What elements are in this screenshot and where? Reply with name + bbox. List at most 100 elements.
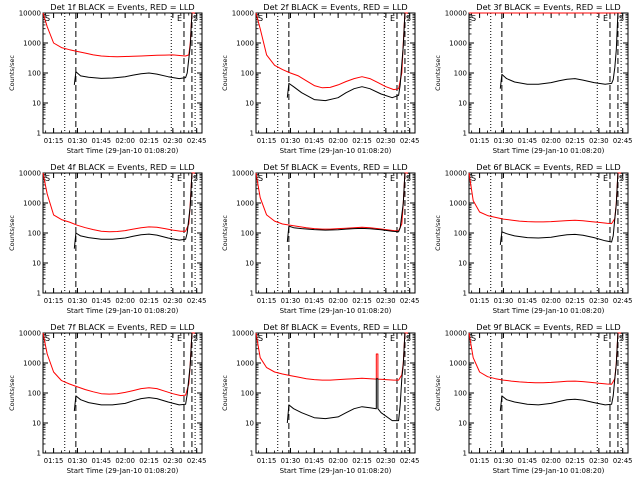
x-tick-label: 02:45	[400, 297, 420, 305]
x-tick-label: 01:15	[470, 457, 490, 465]
corner-label-start-2: S	[619, 14, 624, 23]
y-tick-label: 10	[32, 420, 41, 428]
x-tick-label: 02:00	[541, 297, 561, 305]
panel-4: Det 4f BLACK = Events, RED = LLD Counts/s…	[8, 162, 206, 315]
y-tick-label: 100	[241, 390, 254, 398]
series-events-line	[286, 332, 406, 424]
y-axis-label: Counts/sec	[8, 55, 16, 91]
series-events-line	[499, 332, 619, 412]
y-tick-label: 10	[458, 100, 467, 108]
y-tick-label: 10000	[232, 170, 254, 178]
x-tick-label: 02:15	[565, 137, 585, 145]
chart-title: Det 3f BLACK = Events, RED = LLD	[476, 2, 620, 12]
y-tick-label: 10000	[232, 330, 254, 338]
plot-frame	[255, 332, 416, 454]
x-tick-label: 01:45	[92, 457, 112, 465]
series-lld-line	[255, 332, 409, 381]
plot-frame	[468, 332, 629, 454]
x-tick-label: 02:00	[328, 457, 348, 465]
series-events-line	[73, 332, 193, 412]
y-tick-label: 100	[454, 390, 467, 398]
x-tick-label: 02:15	[565, 457, 585, 465]
y-tick-label: 10	[245, 420, 254, 428]
y-tick-label: 1	[463, 290, 467, 298]
x-tick-label: 02:45	[613, 457, 633, 465]
x-tick-label: 01:45	[305, 297, 325, 305]
x-tick-label: 01:30	[281, 137, 301, 145]
panel-7: Det 7f BLACK = Events, RED = LLD Counts/s…	[8, 322, 206, 475]
y-tick-label: 1000	[449, 40, 467, 48]
series-lld-line	[42, 172, 196, 233]
chart-title: Det 8f BLACK = Events, RED = LLD	[263, 322, 407, 332]
y-axis-label: Counts/sec	[221, 215, 229, 251]
y-axis-label: Counts/sec	[434, 215, 442, 251]
y-tick-label: 1000	[236, 200, 254, 208]
y-tick-label: 10	[245, 100, 254, 108]
x-axis-label: Start Time (29-Jan-10 01:08:20)	[493, 307, 605, 315]
x-tick-label: 02:30	[376, 297, 396, 305]
corner-label-start: S	[45, 334, 50, 343]
plot-frame	[42, 172, 203, 294]
series-lld-line	[255, 172, 409, 232]
x-axis-label: Start Time (29-Jan-10 01:08:20)	[67, 147, 179, 155]
x-tick-label: 02:15	[139, 297, 159, 305]
series-lld-line	[468, 332, 622, 385]
x-tick-label: 02:30	[376, 457, 396, 465]
y-tick-label: 100	[241, 230, 254, 238]
corner-label-start-2: S	[193, 14, 198, 23]
y-tick-label: 10	[458, 420, 467, 428]
x-tick-label: 01:15	[257, 457, 277, 465]
chart-title: Det 9f BLACK = Events, RED = LLD	[476, 322, 620, 332]
series-lld-line	[468, 172, 622, 225]
y-tick-label: 10	[245, 260, 254, 268]
x-tick-label: 01:45	[305, 137, 325, 145]
corner-label-start: S	[258, 174, 263, 183]
plot-frame	[468, 172, 629, 294]
x-tick-label: 02:45	[400, 457, 420, 465]
series-lld-line	[42, 332, 196, 397]
series-events-line	[286, 12, 406, 102]
corner-label-end: E	[603, 14, 608, 23]
corner-label-start-2: S	[619, 174, 624, 183]
plot-frame	[468, 12, 629, 134]
series-events-line	[73, 12, 193, 85]
corner-label-start-2: S	[193, 334, 198, 343]
x-tick-label: 01:45	[92, 297, 112, 305]
corner-label-start: S	[45, 14, 50, 23]
y-tick-label: 100	[28, 390, 41, 398]
chart-title: Det 7f BLACK = Events, RED = LLD	[50, 322, 194, 332]
chart-title: Det 2f BLACK = Events, RED = LLD	[263, 2, 407, 12]
panel-8: Det 8f BLACK = Events, RED = LLD Counts/s…	[221, 322, 419, 475]
x-axis-label: Start Time (29-Jan-10 01:08:20)	[67, 467, 179, 475]
corner-label-start: S	[471, 334, 476, 343]
corner-label-end: E	[603, 174, 608, 183]
x-axis-label: Start Time (29-Jan-10 01:08:20)	[67, 307, 179, 315]
x-tick-label: 01:30	[281, 457, 301, 465]
series-events-line	[73, 172, 193, 249]
y-tick-label: 1000	[23, 360, 41, 368]
y-tick-label: 1	[37, 130, 41, 138]
panel-3: Det 3f BLACK = Events, RED = LLD Counts/s…	[434, 2, 632, 155]
y-tick-label: 1000	[23, 40, 41, 48]
x-tick-label: 01:15	[44, 137, 64, 145]
x-tick-label: 02:45	[187, 137, 207, 145]
corner-label-start-2: S	[619, 334, 624, 343]
y-tick-label: 1	[463, 450, 467, 458]
plot-frame	[255, 172, 416, 294]
x-tick-label: 01:30	[68, 297, 88, 305]
y-axis-label: Counts/sec	[8, 215, 16, 251]
corner-label-start: S	[258, 334, 263, 343]
series-events-line	[499, 172, 619, 245]
x-tick-label: 02:45	[613, 297, 633, 305]
panel-5: Det 5f BLACK = Events, RED = LLD Counts/s…	[221, 162, 419, 315]
corner-label-end: E	[177, 14, 182, 23]
chart-title: Det 6f BLACK = Events, RED = LLD	[476, 162, 620, 172]
x-tick-label: 01:30	[281, 297, 301, 305]
y-tick-label: 10000	[445, 170, 467, 178]
y-tick-label: 10000	[19, 170, 41, 178]
panel-9: Det 9f BLACK = Events, RED = LLD Counts/s…	[434, 322, 632, 475]
x-tick-label: 01:30	[68, 457, 88, 465]
x-tick-label: 02:30	[589, 457, 609, 465]
x-tick-label: 02:15	[352, 137, 372, 145]
